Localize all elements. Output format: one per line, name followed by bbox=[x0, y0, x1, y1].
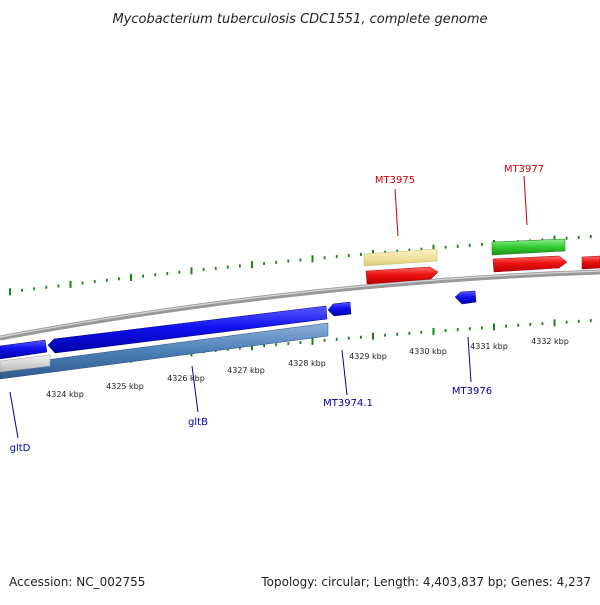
gene-gltd-arrow[interactable] bbox=[0, 339, 48, 360]
leader-line-mt3977 bbox=[523, 175, 528, 226]
plus-strand-genes bbox=[363, 238, 600, 285]
map-title: Mycobacterium tuberculosis CDC1551, comp… bbox=[112, 12, 487, 27]
scale-label-4330: 4330 kbp bbox=[409, 347, 447, 356]
scale-labels: 4324 kbp 4325 kbp 4326 kbp 4327 kbp 4328… bbox=[46, 337, 569, 399]
scale-label-4331: 4331 kbp bbox=[470, 342, 508, 351]
gene-mt3976-arrow[interactable] bbox=[454, 290, 477, 305]
scale-label-4327: 4327 kbp bbox=[227, 366, 265, 375]
scale-label-4329: 4329 kbp bbox=[349, 352, 387, 361]
gene-label-gltd[interactable]: gltD bbox=[10, 443, 31, 454]
gene-gray-feature[interactable] bbox=[0, 354, 51, 373]
scale-label-4324: 4324 kbp bbox=[46, 390, 84, 399]
scale-label-4325: 4325 kbp bbox=[106, 382, 144, 391]
gene-yellow-feature[interactable] bbox=[363, 248, 438, 267]
gene-label-mt3977[interactable]: MT3977 bbox=[504, 164, 544, 175]
gene-red-arrow-3[interactable] bbox=[581, 255, 600, 270]
backbone-ring bbox=[0, 269, 600, 341]
leader-line-mt3974-1 bbox=[341, 349, 348, 396]
accession-text: Accession: NC_002755 bbox=[9, 575, 145, 589]
leader-line-mt3975 bbox=[394, 188, 399, 237]
gene-label-mt3974-1[interactable]: MT3974.1 bbox=[323, 398, 373, 409]
gene-label-mt3975[interactable]: MT3975 bbox=[375, 175, 415, 186]
gene-steelblue-feature[interactable] bbox=[0, 322, 329, 380]
gene-label-gltb[interactable]: gltB bbox=[188, 417, 208, 428]
topology-summary-text: Topology: circular; Length: 4,403,837 bp… bbox=[260, 575, 591, 589]
leader-line-gltb bbox=[191, 365, 199, 413]
gene-mt3977-feature[interactable] bbox=[491, 238, 566, 256]
leader-line-gltd bbox=[9, 391, 19, 439]
gene-label-mt3976[interactable]: MT3976 bbox=[452, 386, 492, 397]
scale-label-4332: 4332 kbp bbox=[531, 337, 569, 346]
leader-line-mt3976 bbox=[467, 336, 472, 383]
gene-mt3975-arrow[interactable] bbox=[365, 266, 439, 285]
scale-label-4326: 4326 kbp bbox=[167, 374, 205, 383]
gene-red-arrow-2[interactable] bbox=[492, 255, 568, 273]
bottom-gene-labels: gltD gltB MT3974.1 MT3976 bbox=[9, 336, 492, 454]
top-gene-labels: MT3975 MT3977 bbox=[375, 164, 544, 237]
gene-mt3974-1-arrow[interactable] bbox=[327, 301, 352, 317]
scale-label-4328: 4328 kbp bbox=[288, 359, 326, 368]
backbone-ring-highlight bbox=[0, 270, 600, 338]
gene-gltb-arrow[interactable] bbox=[47, 305, 328, 354]
minus-strand-genes bbox=[0, 290, 477, 380]
